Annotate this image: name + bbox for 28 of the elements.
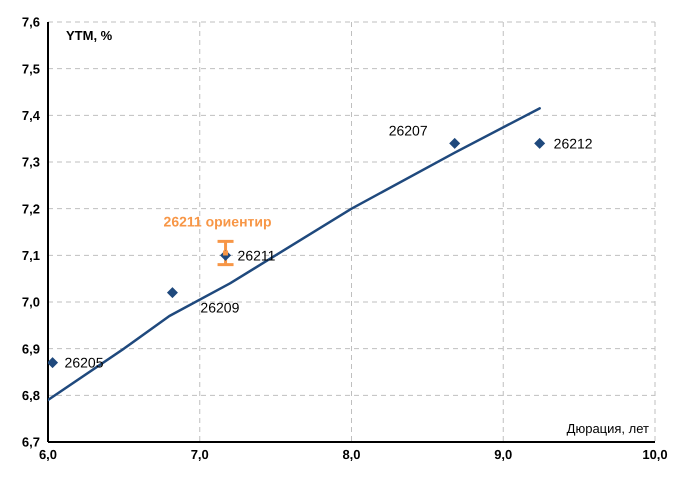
x-tick-label: 9,0 — [494, 447, 512, 462]
y-tick-label: 7,6 — [22, 14, 40, 30]
point — [48, 357, 58, 368]
annotation: 26207 — [388, 122, 428, 138]
annotation: 26205 — [64, 354, 104, 371]
point — [166, 287, 178, 298]
point — [449, 138, 460, 149]
y-tick-label: 6,7 — [22, 434, 40, 450]
annotation: 26209 — [200, 300, 240, 316]
y-tick-label: 7,0 — [22, 294, 40, 310]
line-series — [48, 107, 541, 402]
y-tick-label: 6,9 — [22, 341, 40, 356]
annotation: 26211 — [238, 247, 276, 264]
y-tick-label: 7,3 — [22, 154, 40, 170]
y-tick-label: 7,2 — [22, 201, 40, 216]
y-tick-label: 7,4 — [22, 108, 41, 123]
x-tick-label: 7,0 — [190, 447, 209, 462]
y-tick-label: 6,8 — [22, 388, 40, 403]
point — [534, 138, 546, 149]
annotation: 26212 — [554, 135, 593, 152]
x-tick-label: 10,0 — [642, 447, 668, 462]
x-axis-title: Дюрация, лет — [566, 421, 649, 436]
y-tick-label: 7,5 — [22, 61, 40, 76]
x-tick-label: 8,0 — [342, 447, 361, 462]
text: 26211 ориентир — [164, 213, 272, 230]
y-tick-label: 7,1 — [22, 248, 40, 263]
x-tick-label: 6,0 — [38, 447, 58, 462]
y-axis-title: YTM, % — [66, 28, 112, 43]
